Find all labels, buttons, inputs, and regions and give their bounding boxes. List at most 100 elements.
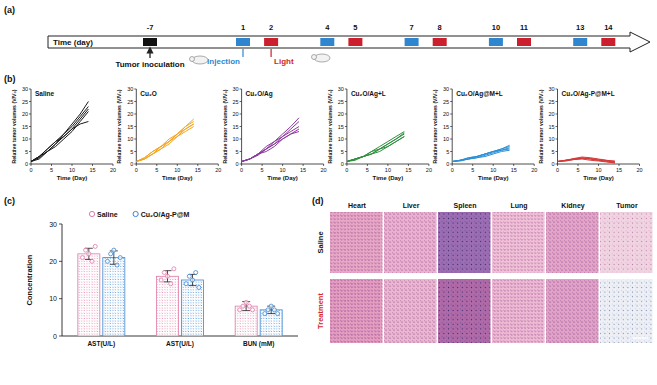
tick-label: 20 — [636, 167, 642, 173]
day-label: 14 — [604, 23, 613, 32]
histology-grid: HeartLiverSpleenLungKidneyTumorSalineTre… — [316, 202, 653, 343]
series-line — [242, 122, 299, 162]
tick-label: 15 — [443, 124, 449, 130]
figure: (a)(b)(c)(d)Time (day)-712457810111314Tu… — [0, 0, 657, 385]
y-axis — [346, 89, 347, 164]
tick-label: 5 — [576, 167, 579, 173]
y-axis — [31, 89, 32, 164]
event-label: Injection — [207, 57, 240, 66]
row-label: Treatment — [316, 293, 325, 329]
tick-label: 10 — [595, 167, 601, 173]
tick-label: 0 — [345, 167, 348, 173]
category-label: AST(U/L) — [87, 340, 115, 348]
row-label: Saline — [316, 231, 325, 253]
mouse-icon — [190, 57, 195, 62]
tick-label: 5 — [471, 167, 474, 173]
event-marker — [573, 38, 587, 46]
event-marker — [405, 38, 419, 46]
data-point — [263, 312, 267, 316]
series-line — [452, 150, 509, 161]
tick-label: 5 — [25, 149, 28, 155]
series-line — [347, 133, 404, 162]
tick-label: 10 — [127, 136, 133, 142]
tissue-image — [330, 279, 383, 343]
event-marker — [489, 38, 503, 46]
tick-label: 20 — [22, 111, 28, 117]
tick-label: 15 — [338, 124, 344, 130]
tick-label: 15 — [616, 167, 622, 173]
column-header: Tumor — [616, 202, 638, 209]
series-line — [452, 148, 509, 162]
y-axis — [136, 89, 137, 164]
series-line — [242, 132, 299, 162]
data-point — [115, 263, 119, 267]
tick-label: 20 — [321, 167, 327, 173]
timeline: Time (day)-712457810111314Tumor inoculat… — [48, 23, 650, 69]
error-cap — [242, 310, 250, 311]
tick-label: 10 — [69, 167, 75, 173]
event-marker — [236, 38, 250, 46]
series-group — [31, 102, 88, 162]
data-point — [197, 285, 201, 289]
panel-label: (a) — [4, 5, 15, 15]
series-line — [31, 107, 88, 162]
day-label: -7 — [147, 23, 154, 32]
legend-label: Saline — [97, 211, 118, 218]
tick-label: 10 — [22, 136, 28, 142]
day-label: 7 — [410, 23, 414, 32]
data-point — [112, 248, 116, 252]
tick-label: 10 — [280, 167, 286, 173]
tick-label: 25 — [232, 99, 238, 105]
tick-label: 30 — [548, 86, 554, 92]
data-point — [184, 282, 188, 286]
series-group — [136, 119, 193, 162]
scale-bar — [632, 337, 648, 339]
event-label: Tumor inoculation — [115, 60, 184, 69]
series-line — [558, 159, 615, 163]
chart-title: Cu₂O/Ag — [246, 90, 273, 98]
tissue-image — [384, 279, 437, 343]
data-point — [162, 271, 166, 275]
event-marker — [601, 38, 615, 46]
day-label: 8 — [438, 23, 442, 32]
tick-label: 25 — [548, 99, 554, 105]
tick-label: 15 — [511, 167, 517, 173]
tick-label: 5 — [551, 149, 554, 155]
data-point — [238, 308, 242, 312]
tick-label: 10 — [490, 167, 496, 173]
tick-label: 0 — [53, 333, 57, 340]
tissue-image — [600, 279, 653, 343]
series-line — [558, 158, 615, 163]
tick-label: 5 — [50, 167, 53, 173]
x-label: Time (Day) — [267, 175, 298, 181]
x-axis — [31, 164, 113, 165]
day-label: 5 — [353, 23, 357, 32]
category-label: AST(U/L) — [166, 340, 194, 348]
tick-label: 30 — [127, 86, 133, 92]
y-axis — [241, 89, 242, 164]
series-line — [31, 122, 88, 162]
tick-label: 20 — [426, 167, 432, 173]
x-label: Time (Day) — [162, 175, 193, 181]
event-arrow — [242, 49, 243, 57]
tissue-image — [384, 212, 437, 273]
panel-label: (c) — [4, 196, 15, 206]
chart-title: Cu₂O/Ag-P@M+L — [562, 90, 615, 98]
tick-label: 25 — [22, 99, 28, 105]
event-marker — [264, 38, 278, 46]
tick-label: 0 — [236, 161, 239, 167]
error-cap — [267, 313, 275, 314]
bar — [157, 276, 179, 336]
series-line — [136, 122, 193, 162]
tissue-image — [600, 212, 653, 273]
y-label: Relative tumor volumes (V/V₀) — [11, 89, 17, 163]
series-group — [452, 145, 509, 161]
column-header: Heart — [348, 202, 367, 209]
tick-label: 5 — [130, 149, 133, 155]
tick-label: 10 — [174, 167, 180, 173]
tick-label: 5 — [366, 167, 369, 173]
event-arrow — [149, 50, 150, 58]
timeline-arrow — [48, 32, 650, 52]
data-point — [247, 304, 251, 308]
data-point — [84, 248, 88, 252]
